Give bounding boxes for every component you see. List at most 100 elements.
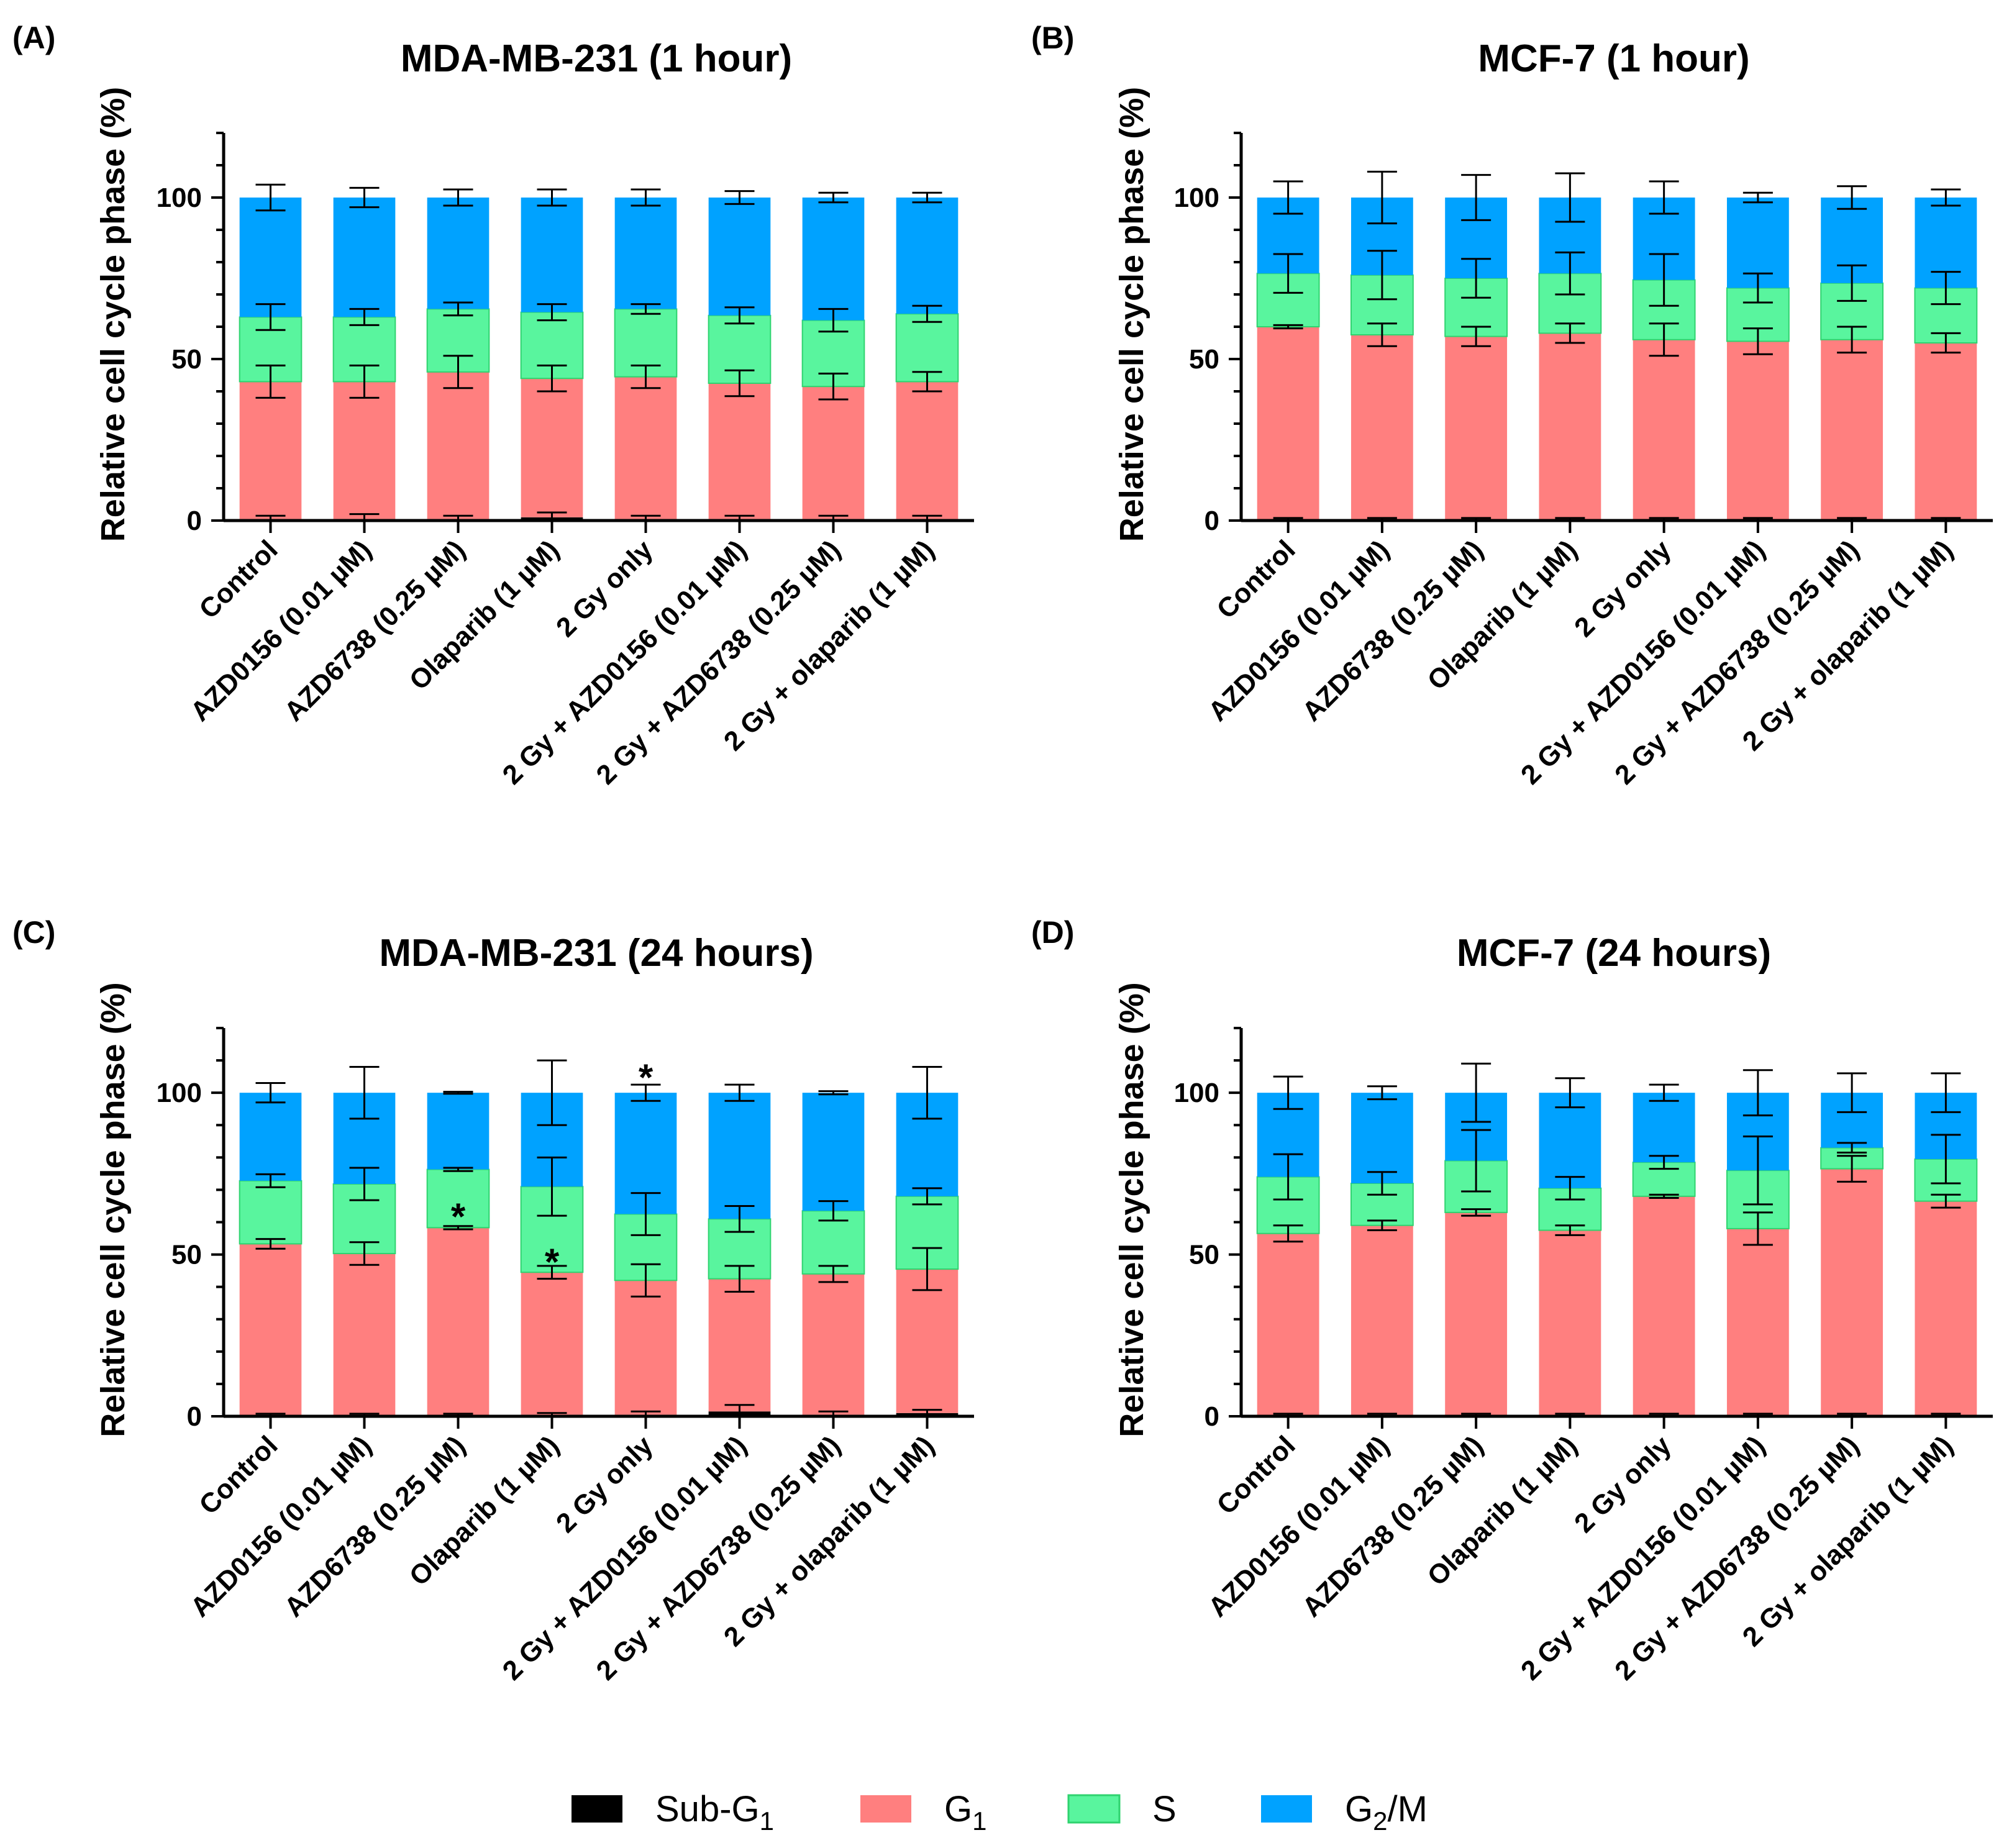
bar-segment-g2m — [427, 198, 490, 309]
y-tick-label: 50 — [1189, 344, 1219, 375]
y-tick-label: 0 — [1205, 506, 1219, 536]
panel-label: (B) — [1031, 20, 1074, 55]
y-tick-label: 0 — [1205, 1401, 1219, 1432]
x-tick-label: AZD6738 (0.25 µM) — [278, 534, 471, 727]
x-tick-label: AZD6738 (0.25 µM) — [1296, 534, 1489, 727]
bar-segment-g1 — [1539, 333, 1601, 520]
bar-segment-g2m — [802, 1093, 865, 1211]
x-tick-label: Control — [1211, 1430, 1301, 1520]
bar-segment-g2m — [1633, 1093, 1695, 1163]
bar-segment-g1 — [614, 1280, 677, 1415]
y-tick-label: 100 — [157, 1078, 202, 1108]
chart-title: MDA-MB-231 (1 hour) — [401, 37, 792, 80]
bar-segment-g1 — [802, 1273, 865, 1415]
legend: Sub-G1 G1 S G2/M — [572, 1789, 1428, 1836]
bar-segment-g1 — [1350, 335, 1413, 520]
significance-marker: * — [639, 1057, 654, 1098]
legend-label-suffix: /M — [1387, 1789, 1427, 1829]
bar-segment-g1 — [1350, 1225, 1413, 1416]
legend-label: Sub-G1 — [655, 1789, 774, 1836]
legend-swatch — [1067, 1794, 1121, 1824]
bar-segment-g2m — [614, 198, 677, 309]
bar-segment-g1 — [521, 1272, 583, 1415]
legend-swatch — [860, 1795, 911, 1823]
bar-segment-g1 — [802, 386, 865, 519]
significance-marker: * — [545, 1241, 560, 1283]
y-axis-label: Relative cell cycle phase (%) — [94, 982, 132, 1437]
legend-swatch — [572, 1795, 622, 1823]
legend-label-main: G — [944, 1789, 972, 1829]
x-tick-label: Control — [1211, 534, 1301, 624]
chart-panel-d: (D) MCF-7 (24 hours) Relative cell cycle p… — [1031, 915, 1993, 1686]
legend-label-main: G — [1345, 1789, 1373, 1829]
bar-segment-g2m — [708, 1093, 771, 1219]
y-tick-label: 100 — [157, 183, 202, 213]
y-tick-label: 0 — [187, 1401, 202, 1432]
x-tick-label: AZD6738 (0.25 µM) — [278, 1430, 471, 1623]
chart-title: MCF-7 (24 hours) — [1457, 932, 1771, 975]
bar-segment-g1 — [1633, 339, 1695, 520]
bar-segment-g1 — [1257, 1233, 1319, 1416]
legend-label-subscript: 1 — [760, 1806, 774, 1836]
bar-segment-g1 — [521, 378, 583, 517]
bar-segment-g1 — [1445, 1212, 1508, 1416]
bar-segment-g2m — [896, 198, 959, 314]
chart-panel-c: (C) MDA-MB-231 (24 hours) Relative cell cy… — [12, 915, 974, 1686]
legend-label: G2/M — [1345, 1789, 1428, 1836]
bar-segment-g2m — [708, 198, 771, 316]
x-tick-label: AZD0156 (0.01 µM) — [1203, 534, 1395, 727]
bar-segment-g1 — [1915, 1201, 1977, 1416]
legend-label-main: S — [1152, 1789, 1177, 1829]
y-axis-label: Relative cell cycle phase (%) — [94, 87, 132, 542]
bar-segment-g2m — [427, 1093, 490, 1170]
x-tick-label: AZD0156 (0.01 µM) — [184, 534, 377, 727]
y-tick-label: 100 — [1174, 183, 1219, 213]
bar-segment-g1 — [1539, 1230, 1601, 1416]
bar-segment-g2m — [1539, 1093, 1601, 1188]
legend-swatch — [1261, 1795, 1312, 1823]
bar-segment-g1 — [333, 381, 396, 519]
legend-label: G1 — [944, 1789, 986, 1836]
y-axis-label: Relative cell cycle phase (%) — [1113, 982, 1150, 1437]
bar-segment-g2m — [239, 1093, 302, 1181]
bar-segment-g1 — [333, 1254, 396, 1416]
panel-label: (A) — [12, 20, 55, 55]
y-tick-label: 50 — [171, 344, 202, 375]
x-tick-label: AZD0156 (0.01 µM) — [184, 1430, 377, 1623]
chart-panel-b: (B) MCF-7 (1 hour) Relative cell cycle pha… — [1031, 20, 1993, 790]
chart-title: MDA-MB-231 (24 hours) — [379, 932, 813, 975]
x-tick-label: Control — [193, 534, 283, 624]
bar-segment-g1 — [1257, 327, 1319, 520]
x-tick-label: Control — [193, 1430, 283, 1520]
bar-segment-g1 — [1445, 336, 1508, 520]
bar-segment-g1 — [427, 1227, 490, 1416]
bar-segment-g1 — [1633, 1196, 1695, 1416]
legend-label-subscript: 1 — [972, 1806, 986, 1836]
y-tick-label: 100 — [1174, 1078, 1219, 1108]
y-axis-label: Relative cell cycle phase (%) — [1113, 87, 1150, 542]
y-tick-label: 50 — [1189, 1240, 1219, 1270]
bar-segment-g2m — [239, 198, 302, 317]
bar-segment-g2m — [521, 198, 583, 312]
bar-segment-g1 — [427, 371, 490, 519]
bar-segment-s — [239, 1180, 303, 1245]
bar-segment-g1 — [1821, 339, 1883, 520]
bar-segment-g1 — [896, 1269, 959, 1413]
bar-segment-g1 — [1821, 1168, 1883, 1416]
bar-segment-g1 — [614, 376, 677, 519]
bar-segment-s — [895, 313, 959, 383]
bar-segment-g2m — [1350, 1093, 1413, 1183]
bar-segment-g1 — [896, 381, 959, 519]
x-tick-label: AZD0156 (0.01 µM) — [1203, 1430, 1395, 1623]
x-tick-label: AZD6738 (0.25 µM) — [1296, 1430, 1489, 1623]
y-tick-label: 50 — [171, 1240, 202, 1270]
bar-segment-g1 — [1915, 343, 1977, 520]
panel-label: (C) — [12, 915, 55, 950]
bar-segment-g2m — [333, 198, 396, 317]
bar-segment-g1 — [708, 383, 771, 519]
panel-label: (D) — [1031, 915, 1074, 950]
y-tick-label: 0 — [187, 506, 202, 536]
bar-segment-g1 — [1726, 341, 1789, 520]
legend-label-subscript: 2 — [1373, 1806, 1387, 1836]
